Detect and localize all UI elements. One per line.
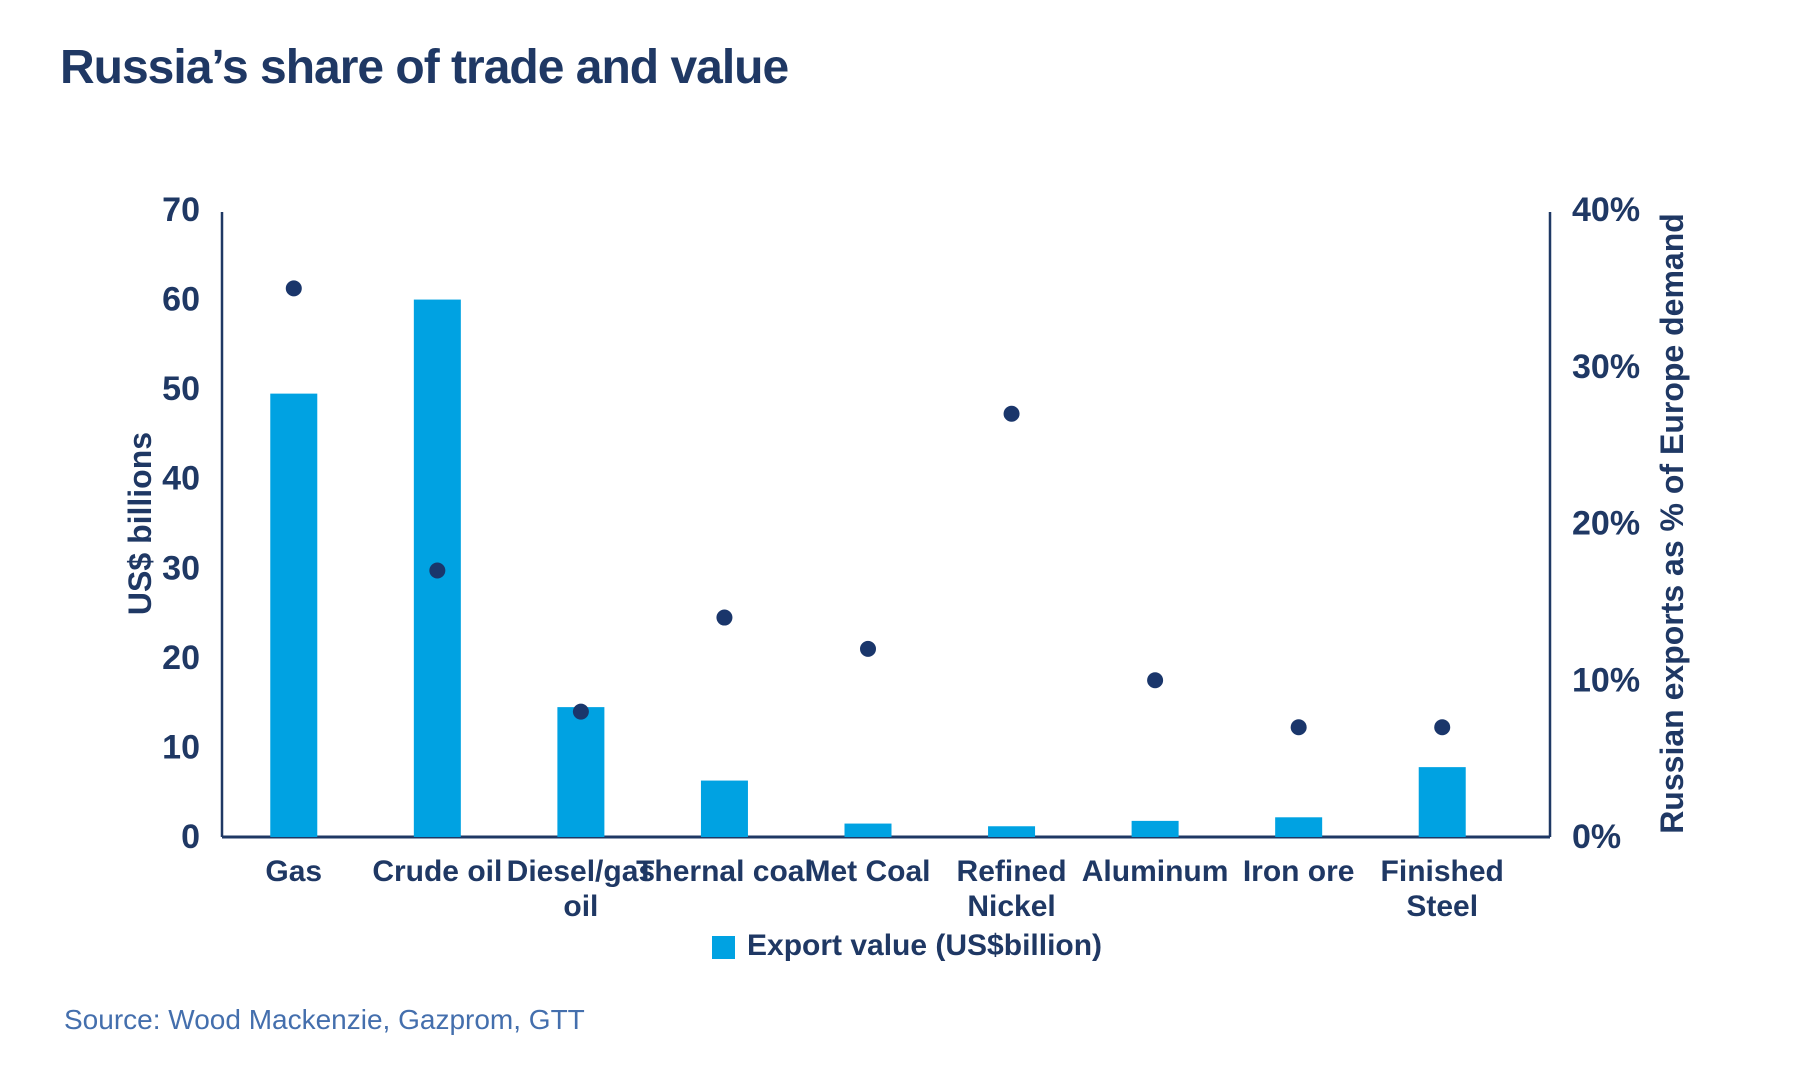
category-label: Crude oil	[372, 855, 502, 888]
europe-demand-dot	[572, 703, 589, 720]
right-axis-tick-label: 0%	[1572, 818, 1621, 856]
category-label: Met Coal	[805, 855, 930, 888]
left-axis-tick-label: 70	[162, 191, 200, 229]
export-value-bar	[1275, 817, 1323, 837]
export-value-bar	[1418, 767, 1466, 837]
export-value-bar	[700, 780, 748, 837]
europe-demand-dot	[716, 609, 733, 626]
right-axis-tick-label: 30%	[1572, 348, 1640, 386]
europe-demand-dot	[1434, 719, 1451, 736]
category-label: Refined Nickel	[957, 855, 1067, 923]
right-axis-tick-label: 20%	[1572, 505, 1640, 543]
europe-demand-dot	[285, 280, 302, 297]
left-axis-tick-label: 60	[162, 281, 200, 319]
left-axis-tick-label: 20	[162, 639, 200, 677]
category-label: Gas	[265, 855, 322, 888]
europe-demand-dot	[1147, 672, 1164, 689]
export-value-bar	[557, 707, 605, 837]
left-axis-tick-label: 30	[162, 549, 200, 587]
right-axis-tick-label: 10%	[1572, 661, 1640, 699]
category-label: Finished Steel	[1381, 855, 1504, 923]
category-label: Iron ore	[1243, 855, 1355, 888]
left-axis-tick-label: 40	[162, 460, 200, 498]
category-label: Aluminum	[1082, 855, 1229, 888]
chart-title: Russia’s share of trade and value	[60, 41, 789, 94]
category-label: Thernal coal	[636, 855, 813, 888]
europe-demand-dot	[1290, 719, 1307, 736]
export-value-bar	[270, 393, 318, 837]
europe-demand-dot	[1003, 405, 1020, 422]
source-text: Source: Wood Mackenzie, Gazprom, GTT	[64, 1004, 585, 1035]
europe-demand-dot	[860, 640, 876, 657]
export-value-bar	[844, 823, 892, 837]
category-label: Diesel/gas oil	[507, 855, 655, 923]
export-value-bar	[1131, 820, 1179, 837]
legend-label: Export value (US$billion)	[747, 929, 1103, 962]
right-axis-tick-label: 40%	[1572, 191, 1640, 229]
legend-square-icon	[712, 935, 735, 959]
left-axis-tick-label: 10	[162, 728, 200, 766]
right-axis-title: Russian exports as % of Europe demand	[1654, 213, 1690, 834]
left-axis-tick-label: 50	[162, 370, 200, 408]
chart-legend: Export value (US$billion)	[712, 929, 1102, 963]
left-axis-tick-label: 0	[181, 818, 200, 856]
export-value-bar	[988, 826, 1036, 837]
left-axis-title: US$ billions	[122, 432, 158, 615]
europe-demand-dot	[429, 562, 446, 579]
